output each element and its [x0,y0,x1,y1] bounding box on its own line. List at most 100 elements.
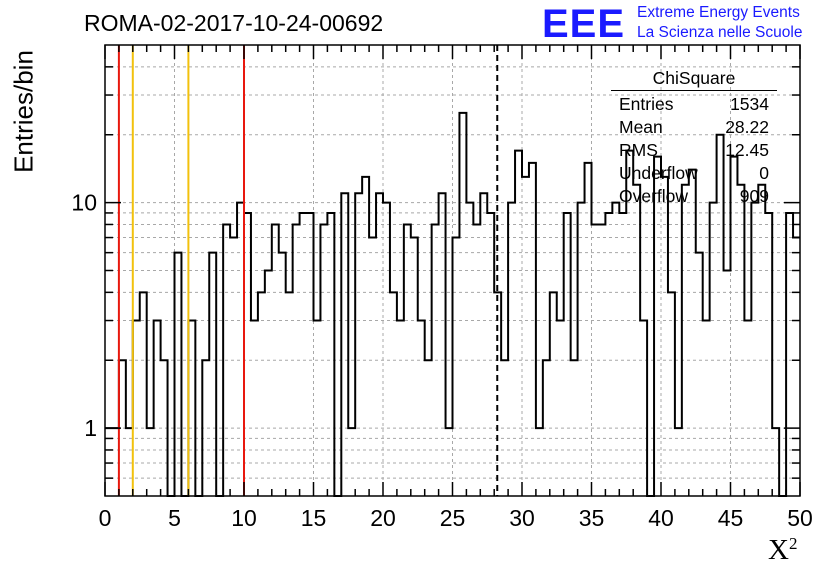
stats-row-underflow: Underflow 0 [619,163,769,186]
axis-ticks [104,45,801,496]
histogram-bin [223,224,230,496]
histogram-bin [300,213,307,496]
histogram-bin [279,253,286,496]
histogram-bin [675,428,682,496]
stats-row-overflow: Overflow 909 [619,186,769,209]
histogram-bin [605,213,612,496]
chart-title: ROMA-02-2017-10-24-00692 [84,10,384,36]
histogram-bin [592,224,599,496]
stats-key: Mean [619,117,663,137]
histogram-bin [765,213,772,496]
histogram-bin [411,238,418,496]
histogram-bin [689,170,696,496]
histogram-bin [140,292,147,496]
histogram-bin [612,203,619,496]
histogram-bin [640,321,647,496]
stats-row-mean: Mean 28.22 [619,117,769,140]
histogram-bin [230,238,237,496]
y-axis-label: Entries/bin [8,50,39,173]
histogram-bin [793,238,800,496]
histogram-bin [209,253,216,496]
histogram-bin [453,238,460,496]
histogram-bin [293,224,300,496]
x-tick-label: 50 [787,505,813,531]
histogram-bin [446,428,453,496]
histogram-bin [432,224,439,496]
histogram-bin [501,360,508,496]
stats-box: ChiSquare Entries 1534 Mean 28.22 RMS 12… [611,66,777,206]
stats-value: 12.45 [725,140,769,160]
histogram-bin [251,321,258,496]
histogram-bin [133,321,140,496]
histogram-bin [362,177,369,496]
histogram-bin [369,238,376,496]
logo-line-2: La Scienza nelle Scuole [637,24,803,41]
x-tick-label: 0 [99,505,112,531]
histogram-bin [508,203,515,496]
histogram-bin [710,203,717,496]
histogram-bin [522,177,529,496]
histogram-bars [105,111,800,497]
stats-value: 28.22 [725,117,769,137]
histogram-bin [320,224,327,496]
histogram-bin [404,224,411,496]
histogram-outline [105,111,800,497]
axis-tick-labels: 0 5 10 15 20 25 30 35 40 45 50 1 10 [71,190,812,531]
histogram-bin [751,203,758,496]
histogram-bin [286,292,293,496]
x-tick-label: 25 [440,505,466,531]
histogram-bin [668,292,675,496]
histogram-bin [327,213,334,496]
x-tick-label: 45 [718,505,744,531]
histogram-bin [578,203,585,496]
histogram-bin [571,360,578,496]
stats-row-entries: Entries 1534 [619,94,769,117]
histogram-bin [585,163,592,496]
histogram-bin [473,224,480,496]
histogram-bin [737,185,744,496]
histogram-bin [529,163,536,496]
histogram-bin [244,213,251,496]
histogram-bin [515,151,522,496]
histogram-bin [758,185,765,496]
histogram-bin [390,292,397,496]
histogram-bin [175,253,182,496]
histogram-bin [696,253,703,496]
x-tick-label: 35 [579,505,605,531]
stats-value: 909 [739,186,769,206]
histogram-bin [633,185,640,496]
histogram-bin [480,193,487,496]
histogram-bin [161,360,168,496]
histogram-bin [661,177,668,496]
histogram-bin [314,321,321,496]
x-axis-label-main: X [768,534,789,566]
stats-key: Overflow [619,186,689,206]
x-tick-label: 5 [168,505,181,531]
y-tick-label: 10 [71,190,97,216]
stats-value: 0 [759,163,769,183]
histogram-bin [154,321,161,496]
reference-lines [117,45,499,496]
histogram-bin [557,321,564,496]
histogram-bin [126,428,133,496]
histogram-bin [265,271,272,497]
stats-key: RMS [619,140,658,160]
stats-value: 1534 [730,94,769,114]
histogram-bin [564,213,571,496]
x-axis-label-superscript: 2 [788,534,798,553]
stats-separator [611,90,777,91]
histogram-bin [237,203,244,496]
grid [105,45,800,496]
histogram-bin [703,321,710,496]
histogram-bin [536,428,543,496]
stats-row-rms: RMS 12.45 [619,140,769,163]
histogram-bin [487,213,494,496]
histogram-bin [418,321,425,496]
histogram-bin [397,321,404,496]
histogram-bin [202,360,209,496]
histogram-bin [147,428,154,496]
histogram-bin [466,203,473,496]
histogram-bin [188,321,195,496]
histogram-bin [682,185,689,496]
